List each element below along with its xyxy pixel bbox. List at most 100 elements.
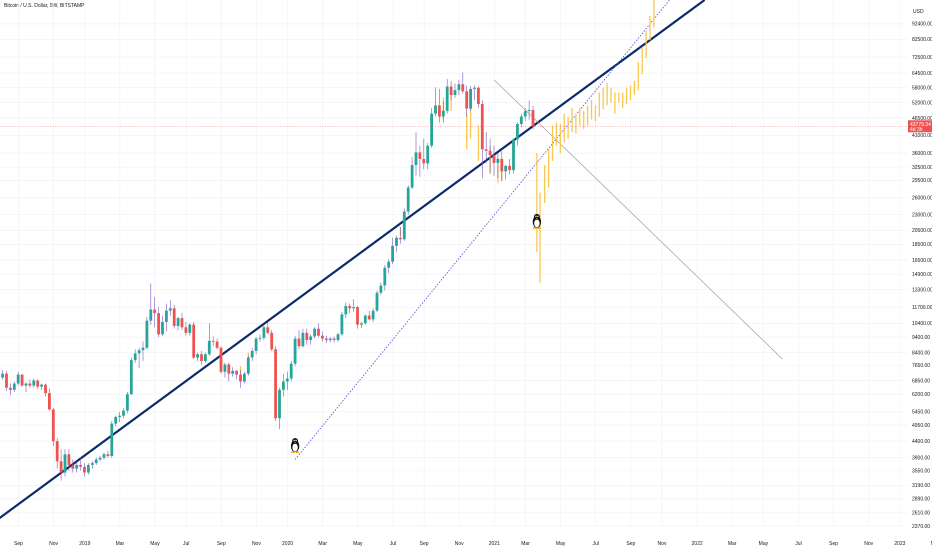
y-tick-label: 32500.00 <box>912 165 932 171</box>
y-tick-label: 2610.00 <box>912 511 930 517</box>
x-tick-label: May <box>150 541 160 547</box>
x-tick-label: Mar <box>116 541 125 547</box>
x-tick-label: Sep <box>420 541 429 547</box>
candle-up <box>188 324 192 333</box>
candle-down <box>266 327 270 333</box>
candle-up <box>246 357 250 374</box>
trend-line-solid[interactable] <box>0 0 706 520</box>
y-tick-label: 11700.00 <box>912 305 932 311</box>
candle-up <box>250 350 254 358</box>
y-tick-label: 8400.00 <box>912 350 930 356</box>
candle-up <box>414 152 418 166</box>
candle-up <box>243 373 246 382</box>
y-tick-label: 52000.00 <box>912 100 932 106</box>
candle-down <box>180 318 184 328</box>
x-tick-label: Jul <box>390 541 396 547</box>
trend-line-thin[interactable] <box>493 79 783 360</box>
candle-down <box>484 149 488 151</box>
candle-up <box>285 378 289 382</box>
candle-up <box>1 373 4 378</box>
candle-up <box>516 124 519 140</box>
candle-up <box>168 308 172 311</box>
candle-down <box>270 332 274 350</box>
candle-up <box>196 354 199 358</box>
candle-up <box>133 353 137 361</box>
candle-down <box>461 84 465 92</box>
candle-down <box>508 165 511 171</box>
candle-up <box>504 165 508 172</box>
candle-up <box>254 338 258 351</box>
candle-up <box>379 285 383 293</box>
candle-up <box>114 416 118 424</box>
candle-up <box>363 315 367 324</box>
y-tick-label: 13300.00 <box>912 287 932 293</box>
candle-down <box>71 464 75 469</box>
x-tick-label: Sep <box>217 541 226 547</box>
candle-up <box>523 111 527 117</box>
candle-up <box>336 334 340 341</box>
candle-up <box>90 463 94 465</box>
candle-up <box>110 423 114 456</box>
trend-line-dotted[interactable] <box>294 0 670 460</box>
candle-up <box>98 457 102 460</box>
candle-up <box>340 314 344 335</box>
y-tick-label: 46500.00 <box>912 116 932 122</box>
x-tick-label: Jul <box>183 541 189 547</box>
candle-down <box>305 332 309 341</box>
x-tick-label: 2022 <box>692 541 703 547</box>
y-tick-label: 14900.00 <box>912 272 932 278</box>
candles[interactable] <box>0 72 908 481</box>
candle-down <box>157 313 160 335</box>
candle-up <box>457 84 461 91</box>
candle-up <box>387 261 391 268</box>
time-axis[interactable]: Sep Nov 2019 Mar May Jul Sep Nov 2020 Mar May Jul Se… <box>14 541 932 547</box>
candle-up <box>473 87 476 89</box>
x-tick-label: Nov <box>49 541 58 547</box>
candle-up <box>75 464 79 469</box>
y-tick-label: 36000.00 <box>912 151 932 157</box>
candle-down <box>153 309 157 314</box>
candle-up <box>453 90 457 96</box>
candle-down <box>274 349 277 419</box>
candle-up <box>165 310 168 322</box>
candle-up <box>87 464 90 473</box>
candle-down <box>422 158 426 164</box>
price-axis[interactable]: USD 92400.00 82500.00 72500.00 64500.00 5800… <box>912 9 932 530</box>
currency-label: USD <box>913 9 924 15</box>
candle-down <box>348 305 352 309</box>
y-tick-label: 7650.00 <box>912 363 930 369</box>
candle-down <box>215 341 219 348</box>
candle-up <box>176 318 180 326</box>
x-tick-label: Mar <box>728 541 737 547</box>
y-tick-label: 16500.00 <box>912 258 932 264</box>
candle-down <box>55 441 59 462</box>
candle-up <box>352 307 355 309</box>
trend-lines[interactable] <box>0 0 783 520</box>
x-tick-label: May <box>353 541 363 547</box>
candle-up <box>441 110 445 117</box>
candle-up <box>309 336 313 341</box>
candle-up <box>145 320 149 348</box>
x-tick-label: 2023 <box>894 541 905 547</box>
candle-down <box>106 454 110 456</box>
x-tick-label: Nov <box>252 541 261 547</box>
candle-down <box>492 155 496 163</box>
candle-up <box>94 459 98 464</box>
y-tick-label: 18500.00 <box>912 242 932 248</box>
y-tick-label: 6200.00 <box>912 392 930 398</box>
y-tick-label: 6850.00 <box>912 378 930 384</box>
y-tick-label: 3190.00 <box>912 483 930 489</box>
y-tick-label: 58000.00 <box>912 86 932 92</box>
y-tick-label: 9400.00 <box>912 335 930 341</box>
current-price-countdown: 4d 3h <box>910 127 923 133</box>
y-tick-label: 3550.00 <box>912 468 930 474</box>
x-tick-label: Mar <box>931 541 932 547</box>
x-tick-label: Jul <box>795 541 801 547</box>
candle-up <box>207 340 211 355</box>
candle-down <box>449 86 453 96</box>
candle-down <box>211 340 215 342</box>
candle-up <box>344 305 348 315</box>
candle-up <box>32 380 36 386</box>
candle-down <box>321 335 324 339</box>
